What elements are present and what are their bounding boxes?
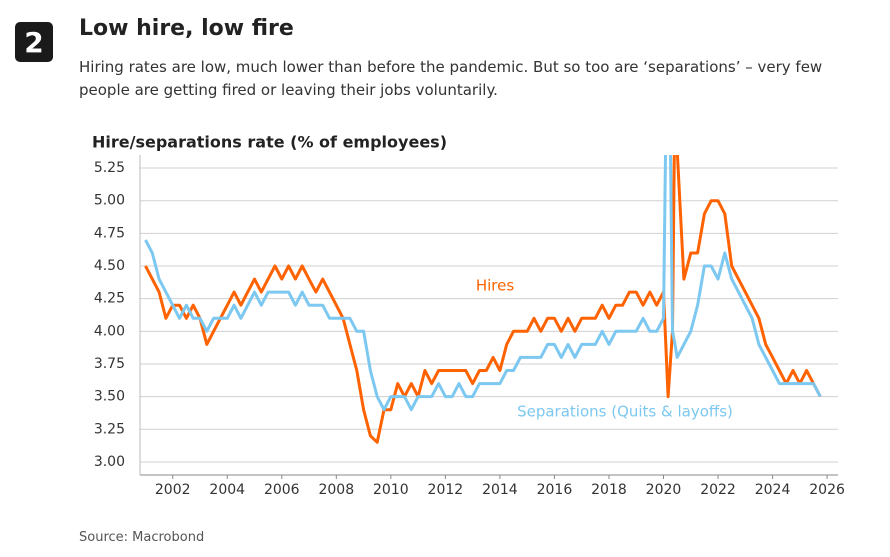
- y-tick-label: 4.50: [94, 258, 125, 274]
- y-tick-label: 5.25: [94, 160, 125, 176]
- x-tick-label: 2022: [700, 482, 736, 498]
- series-label: Hires: [476, 277, 515, 295]
- y-axis-title: Hire/separations rate (% of employees): [92, 133, 447, 152]
- y-tick-label: 4.00: [94, 323, 125, 339]
- plot-area: [144, 155, 822, 444]
- x-tick-label: 2026: [809, 482, 845, 498]
- x-tick-label: 2012: [428, 482, 464, 498]
- y-tick-label: 3.75: [94, 356, 125, 372]
- y-tick-label: 3.50: [94, 389, 125, 405]
- y-tick-label: 4.75: [94, 225, 125, 241]
- x-tick-label: 2020: [646, 482, 682, 498]
- subtitle: Hiring rates are low, much lower than be…: [79, 58, 823, 99]
- y-tick-label: 4.25: [94, 291, 125, 307]
- y-tick-label: 5.00: [94, 193, 125, 209]
- source: Source: Macrobond: [79, 530, 205, 545]
- x-tick-label: 2018: [591, 482, 627, 498]
- section-badge: 2: [15, 22, 53, 62]
- series-line: [144, 155, 822, 444]
- series-line: [144, 155, 822, 412]
- x-tick-label: 2004: [209, 482, 245, 498]
- x-tick-label: 2014: [482, 482, 518, 498]
- chart: Hire/separations rate (% of employees) 5…: [92, 133, 845, 499]
- x-tick-label: 2024: [755, 482, 791, 498]
- y-tick-label: 3.25: [94, 421, 125, 437]
- series-label: Separations (Quits & layoffs): [517, 403, 733, 421]
- x-tick-label: 2008: [318, 482, 354, 498]
- x-tick-label: 2010: [373, 482, 409, 498]
- x-tick-label: 2002: [155, 482, 191, 498]
- x-tick-label: 2016: [537, 482, 573, 498]
- y-tick-label: 3.00: [94, 454, 125, 470]
- title: Low hire, low fire: [79, 16, 294, 41]
- x-tick-label: 2006: [264, 482, 300, 498]
